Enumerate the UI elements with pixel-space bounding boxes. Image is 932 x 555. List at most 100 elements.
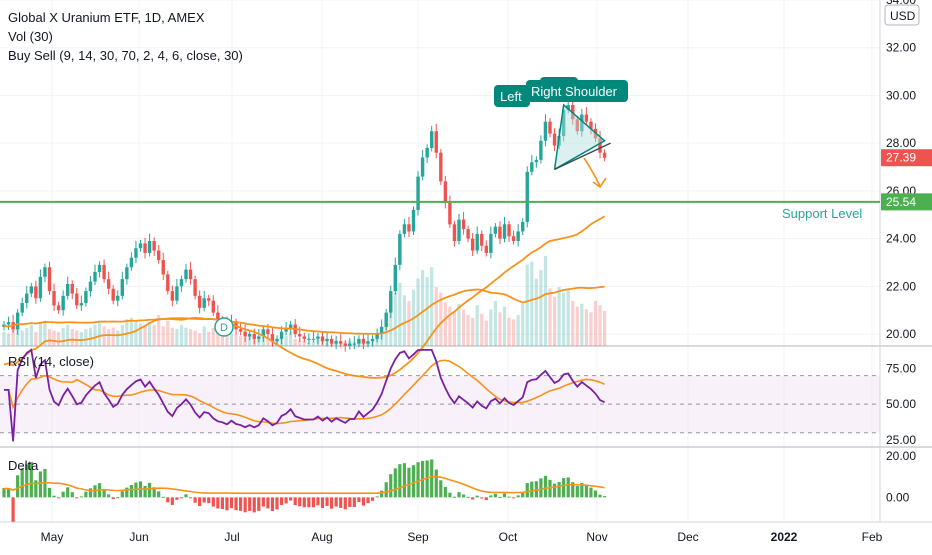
delta-bar bbox=[466, 496, 470, 498]
volume-bar bbox=[11, 329, 15, 346]
delta-bar bbox=[461, 494, 466, 498]
volume-bar bbox=[452, 310, 457, 346]
delta-bar bbox=[448, 492, 452, 498]
candle bbox=[270, 334, 275, 342]
volume-bar bbox=[302, 340, 306, 346]
delta-bars bbox=[2, 459, 607, 522]
price-axis[interactable]: 20.0022.0024.0026.0028.0030.0032.0034.00… bbox=[886, 0, 916, 504]
volume-bar bbox=[125, 319, 129, 346]
candle bbox=[389, 291, 393, 313]
projection-arrow[interactable] bbox=[583, 157, 607, 189]
candle bbox=[366, 341, 370, 344]
support-price-tag: 25.54 bbox=[881, 193, 932, 211]
volume-bar bbox=[402, 295, 406, 346]
volume-bar bbox=[393, 292, 397, 346]
volume-bar bbox=[84, 329, 88, 346]
candle bbox=[20, 303, 24, 313]
candle bbox=[252, 334, 256, 339]
volume-bar bbox=[448, 306, 452, 346]
volume-bar bbox=[534, 278, 538, 346]
candle bbox=[539, 140, 543, 160]
candle bbox=[266, 329, 270, 335]
delta-bar bbox=[170, 497, 174, 506]
delta-bar bbox=[507, 496, 511, 498]
volume-bar bbox=[466, 315, 470, 346]
volume-bar bbox=[6, 333, 11, 346]
delta-bar bbox=[229, 497, 234, 509]
delta-bar bbox=[425, 460, 429, 498]
candle bbox=[489, 233, 493, 253]
candle bbox=[357, 338, 361, 344]
volume-bar bbox=[398, 282, 402, 346]
delta-bar bbox=[2, 488, 6, 498]
delta-bar bbox=[566, 477, 570, 498]
volume-bar bbox=[416, 278, 420, 346]
candle bbox=[157, 250, 161, 261]
volume-bar bbox=[530, 261, 534, 346]
left-label-box[interactable]: Left bbox=[494, 85, 530, 107]
delta-bar bbox=[125, 487, 129, 498]
delta-bar bbox=[275, 497, 279, 510]
delta-bar bbox=[521, 492, 525, 498]
candle bbox=[434, 131, 438, 153]
delta-bar bbox=[216, 497, 220, 509]
candle bbox=[193, 279, 197, 296]
delta-bar bbox=[120, 491, 124, 498]
delta-bar bbox=[334, 497, 338, 507]
volume-bars bbox=[2, 256, 607, 346]
volume-bar bbox=[20, 330, 24, 346]
price-tick-label: 34.00 bbox=[886, 0, 916, 7]
volume-bar bbox=[293, 338, 297, 346]
volume-bar bbox=[498, 312, 502, 346]
candle bbox=[439, 152, 443, 182]
volume-bar bbox=[475, 305, 479, 346]
candle bbox=[29, 286, 33, 294]
time-tick-label: 2022 bbox=[771, 530, 798, 544]
time-axis[interactable]: May Jun Jul Aug Sep Oct Nov Dec 2022 Feb bbox=[41, 530, 883, 544]
candle bbox=[521, 221, 525, 232]
indicator-legend: Buy Sell (9, 14, 30, 70, 2, 4, 6, close,… bbox=[8, 48, 243, 63]
candle bbox=[261, 329, 266, 337]
volume-bar bbox=[202, 326, 206, 346]
volume-bar bbox=[311, 341, 315, 346]
currency-button[interactable]: USD bbox=[884, 4, 920, 26]
delta-bar bbox=[34, 480, 38, 498]
candle bbox=[398, 233, 402, 265]
candle bbox=[502, 224, 507, 239]
candle bbox=[443, 181, 448, 203]
candle bbox=[566, 104, 570, 110]
delta-tick-label: 0.00 bbox=[886, 490, 910, 504]
delta-bar bbox=[489, 495, 493, 498]
candle bbox=[329, 338, 334, 344]
candle bbox=[484, 245, 488, 253]
candle bbox=[466, 229, 470, 239]
delta-bar bbox=[298, 497, 302, 507]
volume-bar bbox=[188, 329, 193, 346]
right-shoulder-label-box[interactable]: Right Shoulder bbox=[526, 77, 628, 102]
delta-bar bbox=[143, 486, 147, 498]
dividend-marker[interactable]: D bbox=[214, 317, 234, 337]
candle bbox=[284, 329, 288, 332]
volume-bar bbox=[562, 292, 566, 346]
right-shoulder-label: Right Shoulder bbox=[531, 84, 618, 99]
candle bbox=[548, 121, 552, 134]
head-shoulders-pattern[interactable] bbox=[553, 103, 611, 171]
delta-bar bbox=[571, 482, 575, 498]
time-tick-label: May bbox=[41, 530, 64, 544]
candle bbox=[302, 336, 306, 339]
volume-legend: Vol (30) bbox=[8, 29, 53, 44]
delta-bar bbox=[20, 468, 24, 498]
delta-bar bbox=[307, 497, 311, 508]
volume-bar bbox=[220, 334, 224, 346]
volume-bar bbox=[502, 306, 507, 346]
delta-bar bbox=[402, 463, 406, 498]
candle bbox=[375, 334, 379, 339]
volume-bar bbox=[57, 331, 61, 346]
price-tick-label: 22.00 bbox=[886, 279, 916, 293]
candle bbox=[2, 324, 6, 327]
candle bbox=[275, 338, 279, 342]
delta-bar bbox=[302, 497, 306, 508]
candle bbox=[325, 338, 329, 342]
